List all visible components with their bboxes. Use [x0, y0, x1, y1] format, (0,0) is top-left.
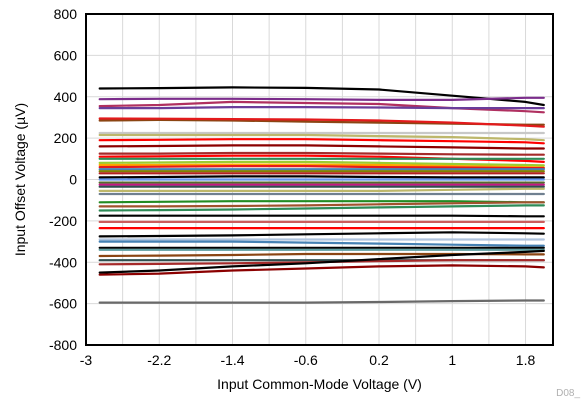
y-tick-labels: 800 600 400 200 0 -200 -400 -600 -800 — [49, 6, 77, 353]
y-tick-label: 0 — [69, 172, 77, 188]
x-tick-label: -1.4 — [220, 352, 244, 368]
y-tick-label: -200 — [49, 213, 77, 229]
series-line-43 — [98, 299, 545, 304]
y-tick-label: 800 — [54, 6, 78, 22]
series-line-35 — [98, 240, 545, 247]
series-line-12 — [98, 154, 545, 163]
x-tick-label: -0.6 — [294, 352, 318, 368]
series-line-25 — [98, 187, 545, 192]
series-line-9 — [98, 138, 545, 145]
plot-frame — [85, 13, 554, 346]
y-tick-label: 200 — [54, 130, 78, 146]
x-tick-label: 1.8 — [516, 352, 536, 368]
y-tick-label: -600 — [49, 296, 77, 312]
series-line-4 — [98, 105, 545, 110]
series-line-41 — [98, 249, 545, 274]
series-line-30 — [98, 214, 545, 218]
series-line-10 — [98, 144, 545, 150]
series-line-6 — [98, 117, 545, 128]
series-line-33 — [98, 231, 545, 238]
x-tick-label: 1 — [448, 352, 456, 368]
series-line-29 — [98, 204, 545, 212]
y-tick-label: 600 — [54, 47, 78, 63]
x-tick-labels: -3 -2.2 -1.4 -0.6 0.2 1 1.8 — [80, 352, 536, 368]
y-tick-label: -800 — [49, 337, 77, 353]
x-tick-label: -3 — [80, 352, 93, 368]
series-line-38 — [98, 252, 545, 258]
x-tick-label: -2.2 — [147, 352, 171, 368]
series-line-42 — [98, 264, 545, 276]
series-line-1 — [98, 86, 545, 107]
series-line-8 — [98, 133, 545, 142]
x-axis-title: Input Common-Mode Voltage (V) — [217, 376, 422, 392]
series-line-11 — [98, 151, 545, 156]
series-line-16 — [98, 165, 545, 170]
series-line-14 — [98, 160, 545, 167]
figure-id: D08_ — [556, 388, 580, 399]
series-line-2 — [98, 96, 545, 102]
series-line-20 — [98, 175, 545, 179]
series-line-3 — [98, 100, 545, 114]
series-group — [98, 86, 545, 304]
x-tick-label: 0.2 — [369, 352, 389, 368]
series-line-28 — [98, 201, 545, 208]
y-axis-title: Input Offset Voltage (µV) — [12, 103, 28, 256]
y-tick-label: -400 — [49, 254, 77, 270]
y-tick-label: 400 — [54, 89, 78, 105]
